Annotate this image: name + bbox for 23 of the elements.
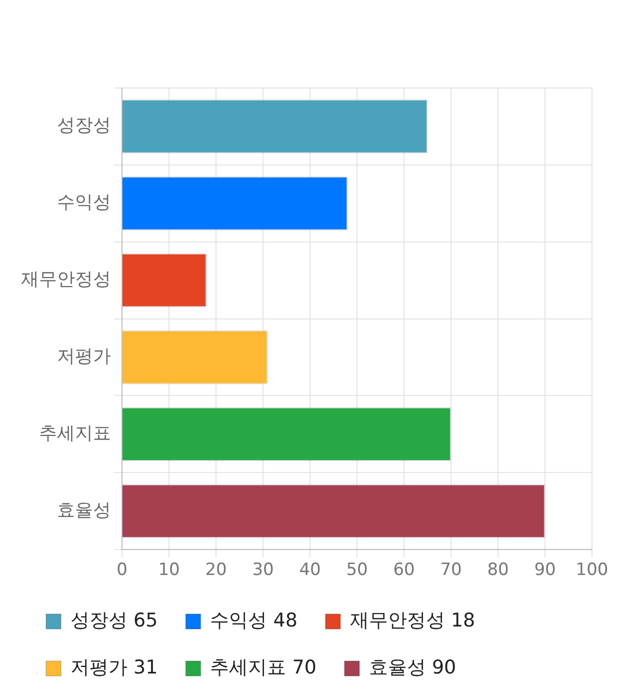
x-tick-label: 60 <box>393 560 415 580</box>
y-tick-label: 효율성 <box>57 500 111 521</box>
x-tick-label: 50 <box>346 560 368 580</box>
y-tick-label: 성장성 <box>57 115 111 136</box>
x-tick-label: 30 <box>252 560 274 580</box>
x-tick-label: 10 <box>158 560 180 580</box>
y-tick-label: 수익성 <box>57 192 111 214</box>
y-tick-label: 추세지표 <box>39 422 111 444</box>
x-tick-label: 80 <box>487 560 509 580</box>
legend-label: 추세지표 70 <box>210 656 316 678</box>
legend-label: 효율성 90 <box>368 656 456 678</box>
x-tick-label: 90 <box>534 560 556 580</box>
x-tick-label: 20 <box>205 560 227 580</box>
x-tick-label: 40 <box>299 560 321 580</box>
legend-label: 수익성 48 <box>210 609 298 632</box>
x-tick-label: 100 <box>576 560 608 580</box>
x-tick-label: 70 <box>440 560 462 580</box>
x-tick-label: 0 <box>116 560 128 580</box>
y-tick-label: 재무안정성 <box>21 269 111 290</box>
legend-label: 저평가 31 <box>70 656 158 678</box>
legend-label: 재무안정성 18 <box>350 609 476 632</box>
y-tick-label: 저평가 <box>57 346 111 367</box>
legend-label: 성장성 65 <box>70 609 158 632</box>
